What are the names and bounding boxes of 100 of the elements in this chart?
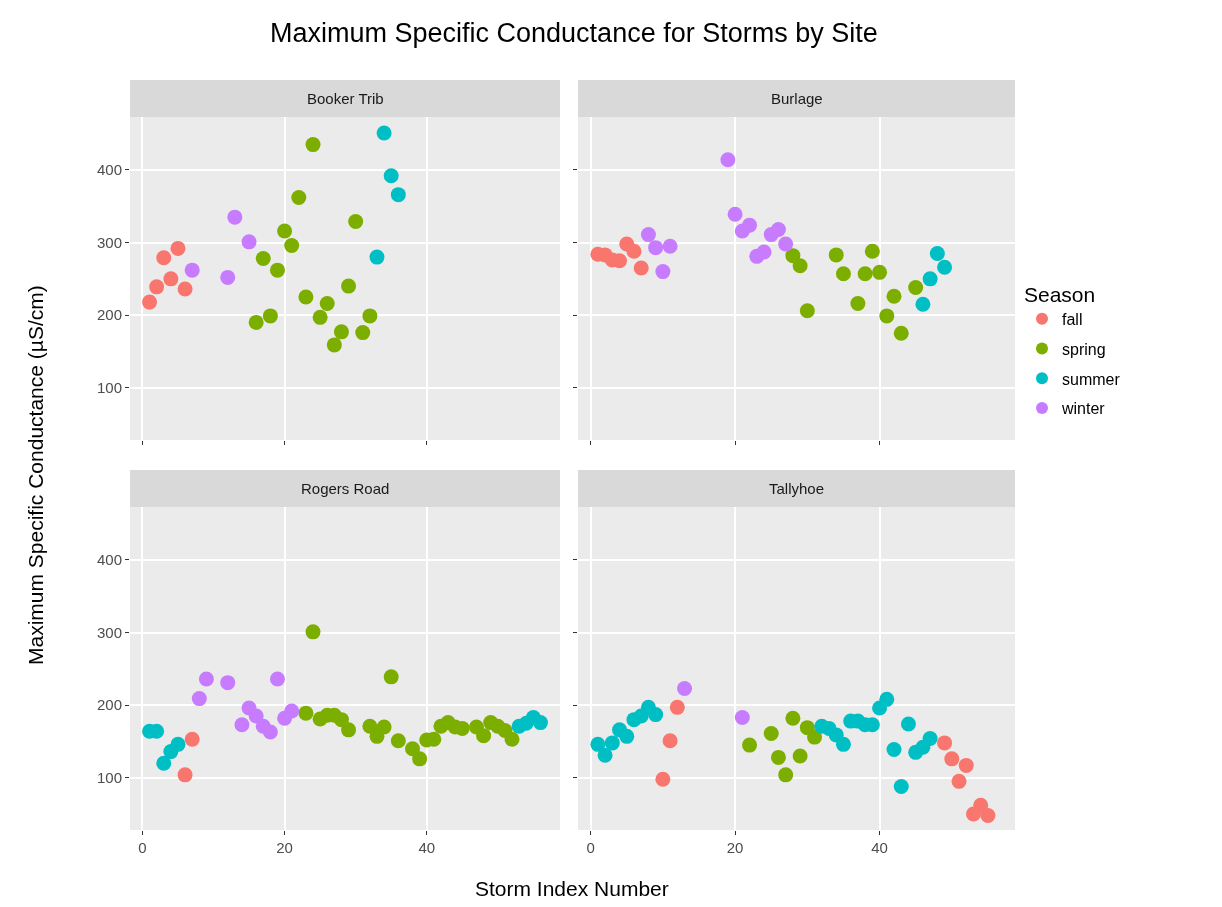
point (390, 733, 406, 749)
point (807, 729, 823, 745)
point (922, 731, 938, 747)
point (291, 190, 307, 206)
point (662, 733, 678, 749)
point (333, 712, 349, 728)
legend-label: spring (1062, 340, 1106, 358)
point (156, 755, 172, 771)
point (220, 675, 236, 691)
point (778, 236, 794, 252)
point (326, 337, 342, 353)
point (770, 749, 786, 765)
point (348, 214, 364, 230)
point (298, 289, 314, 305)
legend-label: fall (1062, 310, 1083, 328)
point (734, 709, 750, 725)
y-tick-label: 200 (96, 306, 122, 324)
point (234, 717, 250, 733)
point (305, 137, 321, 153)
y-tick-label: 300 (96, 623, 122, 641)
point (648, 240, 664, 256)
point (778, 767, 794, 783)
point (886, 288, 902, 304)
point (792, 748, 808, 764)
point (893, 325, 909, 341)
chart-title: Booker Trib (307, 90, 384, 107)
point (333, 324, 349, 340)
point (284, 703, 300, 719)
point (163, 271, 179, 287)
point (149, 279, 165, 295)
point (799, 303, 815, 319)
point (532, 715, 548, 731)
point (973, 797, 989, 813)
legend-label: summer (1062, 370, 1121, 388)
point (662, 238, 678, 254)
x-tick-label: 0 (586, 839, 595, 856)
chart-title: Tallyhoe (769, 480, 825, 497)
point (770, 222, 786, 237)
point (792, 258, 808, 274)
x-axis-title: Storm Index Number (475, 877, 669, 900)
point (922, 271, 938, 287)
point (727, 206, 743, 222)
point (937, 259, 953, 275)
y-tick-label: 200 (96, 696, 122, 714)
point (198, 671, 214, 687)
x-tick-label: 0 (138, 839, 147, 856)
point (640, 227, 656, 243)
point (655, 771, 671, 787)
point (405, 741, 421, 757)
point (269, 671, 285, 687)
point (980, 807, 996, 823)
legend-title: Season (1024, 282, 1096, 306)
point (255, 251, 271, 267)
point (248, 314, 264, 330)
point (170, 240, 186, 256)
point (958, 757, 974, 773)
point (857, 266, 873, 282)
point (284, 237, 300, 253)
point (220, 269, 236, 285)
x-tick-label: 40 (418, 839, 436, 856)
point (756, 244, 772, 260)
point (944, 751, 960, 767)
point (191, 691, 207, 707)
point (341, 278, 357, 294)
point (604, 735, 620, 751)
point (951, 773, 967, 789)
point (298, 705, 314, 721)
point (785, 710, 801, 726)
legend-label: winter (1061, 400, 1106, 418)
x-tick-label: 20 (276, 839, 293, 856)
y-tick-label: 400 (96, 161, 122, 179)
point (376, 719, 392, 735)
text: Maximum Specific Conductance for Storms by Site (270, 18, 878, 48)
point (341, 722, 357, 738)
point (655, 264, 671, 280)
point (262, 724, 278, 740)
point (156, 250, 172, 266)
point (619, 728, 635, 744)
point (893, 778, 909, 794)
point (590, 736, 606, 752)
point (312, 309, 328, 325)
point (177, 767, 193, 783)
point (929, 245, 945, 261)
point (633, 260, 649, 276)
point (184, 731, 200, 747)
point (184, 262, 200, 278)
point (915, 296, 931, 312)
x-tick-label: 40 (871, 839, 888, 856)
point (376, 125, 392, 141)
point (900, 716, 916, 732)
point (362, 718, 378, 734)
point (412, 751, 428, 767)
point (269, 262, 285, 278)
point (355, 325, 371, 341)
point (476, 728, 492, 744)
point (879, 691, 895, 707)
point (742, 737, 758, 753)
chart-title: Rogers Road (301, 480, 390, 497)
point (886, 741, 902, 757)
point (937, 735, 953, 751)
